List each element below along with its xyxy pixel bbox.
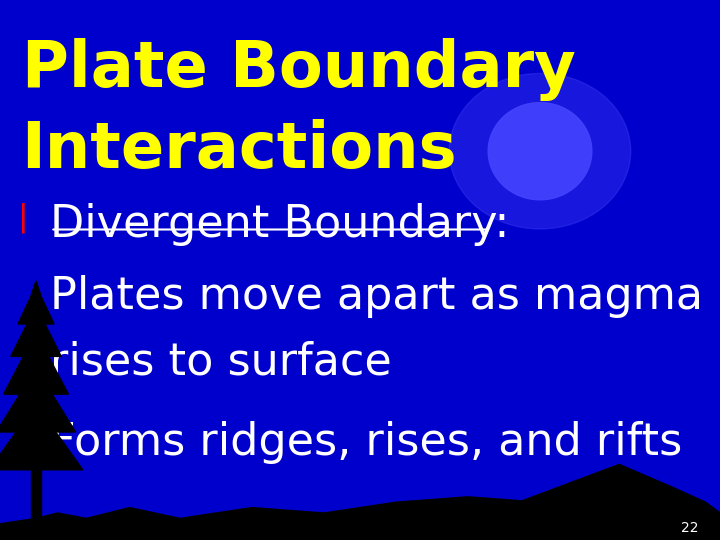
Text: 22: 22 <box>681 521 698 535</box>
Polygon shape <box>18 281 54 324</box>
Text: |: | <box>18 202 29 233</box>
Polygon shape <box>432 464 720 540</box>
Polygon shape <box>11 308 61 356</box>
Ellipse shape <box>449 73 631 229</box>
Ellipse shape <box>488 103 592 200</box>
Polygon shape <box>31 470 41 524</box>
Text: Interactions: Interactions <box>22 119 457 181</box>
Text: Plates move apart as magma: Plates move apart as magma <box>50 275 703 319</box>
Text: rises to surface: rises to surface <box>50 340 392 383</box>
Polygon shape <box>4 340 68 394</box>
Text: Divergent Boundary:: Divergent Boundary: <box>50 202 510 246</box>
Text: Plate Boundary: Plate Boundary <box>22 38 575 101</box>
Polygon shape <box>0 416 83 470</box>
Polygon shape <box>0 378 76 432</box>
Text: Forms ridges, rises, and rifts: Forms ridges, rises, and rifts <box>50 421 683 464</box>
Polygon shape <box>0 491 720 540</box>
